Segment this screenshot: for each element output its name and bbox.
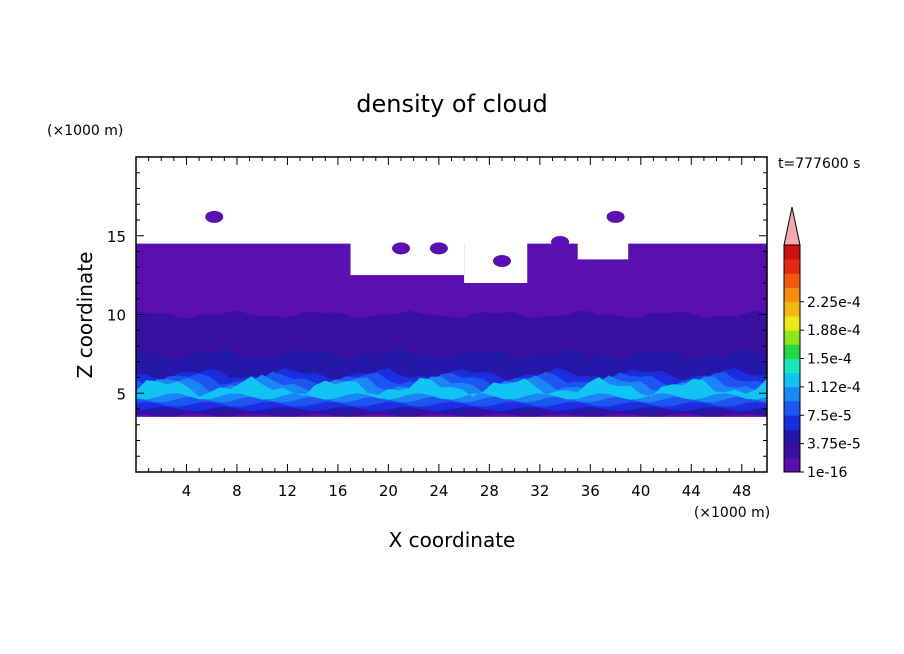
colorbar-label: 1e-16 (807, 465, 847, 481)
colorbar-label: 1.5e-4 (807, 352, 852, 368)
colorbar-segment (784, 401, 800, 416)
colorbar: 2.25e-4 1.88e-4 1.5e-4 1.12e-4 7.5e-5 3.75e-5… (783, 206, 861, 481)
colorbar-segment (784, 386, 800, 402)
x-tick-label: 8 (232, 482, 242, 500)
colorbar-segment (784, 330, 800, 345)
clear-air-gap (577, 242, 629, 260)
x-unit-label: (×1000 m) (694, 505, 770, 521)
colorbar-segment (784, 287, 800, 303)
colorbar-segment (784, 372, 800, 388)
colorbar-label: 1.12e-4 (807, 380, 861, 396)
x-tick-label: 40 (631, 482, 650, 500)
y-axis-label: Z coordinate (73, 252, 97, 379)
colorbar-segment (784, 415, 800, 430)
x-tick-label: 4 (182, 482, 192, 500)
colorbar-label: 7.5e-5 (807, 408, 852, 424)
x-tick-label: 20 (379, 482, 398, 500)
x-tick-label: 44 (682, 482, 701, 500)
x-tick-label: 16 (328, 482, 347, 500)
y-tick-label: 5 (116, 385, 126, 403)
colorbar-label: 2.25e-4 (807, 295, 861, 311)
colorbar-segment (784, 429, 800, 445)
colorbar-segment (784, 358, 800, 374)
colorbar-label: 3.75e-5 (807, 437, 861, 453)
colorbar-segment (784, 315, 800, 331)
cloud-cell (606, 210, 625, 223)
colorbar-segment (784, 443, 800, 459)
cloud-cell (205, 210, 224, 223)
y-axis: 5 10 15 (107, 172, 767, 457)
colorbar-segment (784, 344, 800, 359)
x-tick-label: 48 (732, 482, 751, 500)
colorbar-segment (784, 301, 800, 317)
y-tick-label: 15 (107, 228, 126, 246)
cloud-cell (429, 242, 448, 255)
y-tick-label: 10 (107, 307, 126, 325)
colorbar-segment (784, 259, 800, 274)
cloud-cell (551, 236, 570, 249)
x-tick-label: 12 (278, 482, 297, 500)
time-label: t=777600 s (778, 156, 860, 172)
chart-title: density of cloud (356, 90, 547, 118)
colorbar-segment (784, 457, 800, 473)
cloud-cell (392, 242, 411, 255)
contour-band (136, 376, 767, 400)
cloud-cell (492, 254, 511, 267)
x-tick-label: 36 (581, 482, 600, 500)
x-axis-label: X coordinate (389, 528, 516, 552)
colorbar-label: 1.88e-4 (807, 323, 861, 339)
y-unit-label: (×1000 m) (47, 123, 123, 139)
x-tick-label: 24 (429, 482, 448, 500)
colorbar-segment (784, 245, 800, 260)
heatmap-fill (136, 210, 767, 417)
colorbar-segment (784, 273, 800, 288)
x-axis: 4 8 12 16 20 24 28 32 36 40 44 48 (148, 157, 755, 500)
x-tick-label: 28 (480, 482, 499, 500)
x-tick-label: 32 (530, 482, 549, 500)
colorbar-over-arrow (783, 206, 801, 246)
